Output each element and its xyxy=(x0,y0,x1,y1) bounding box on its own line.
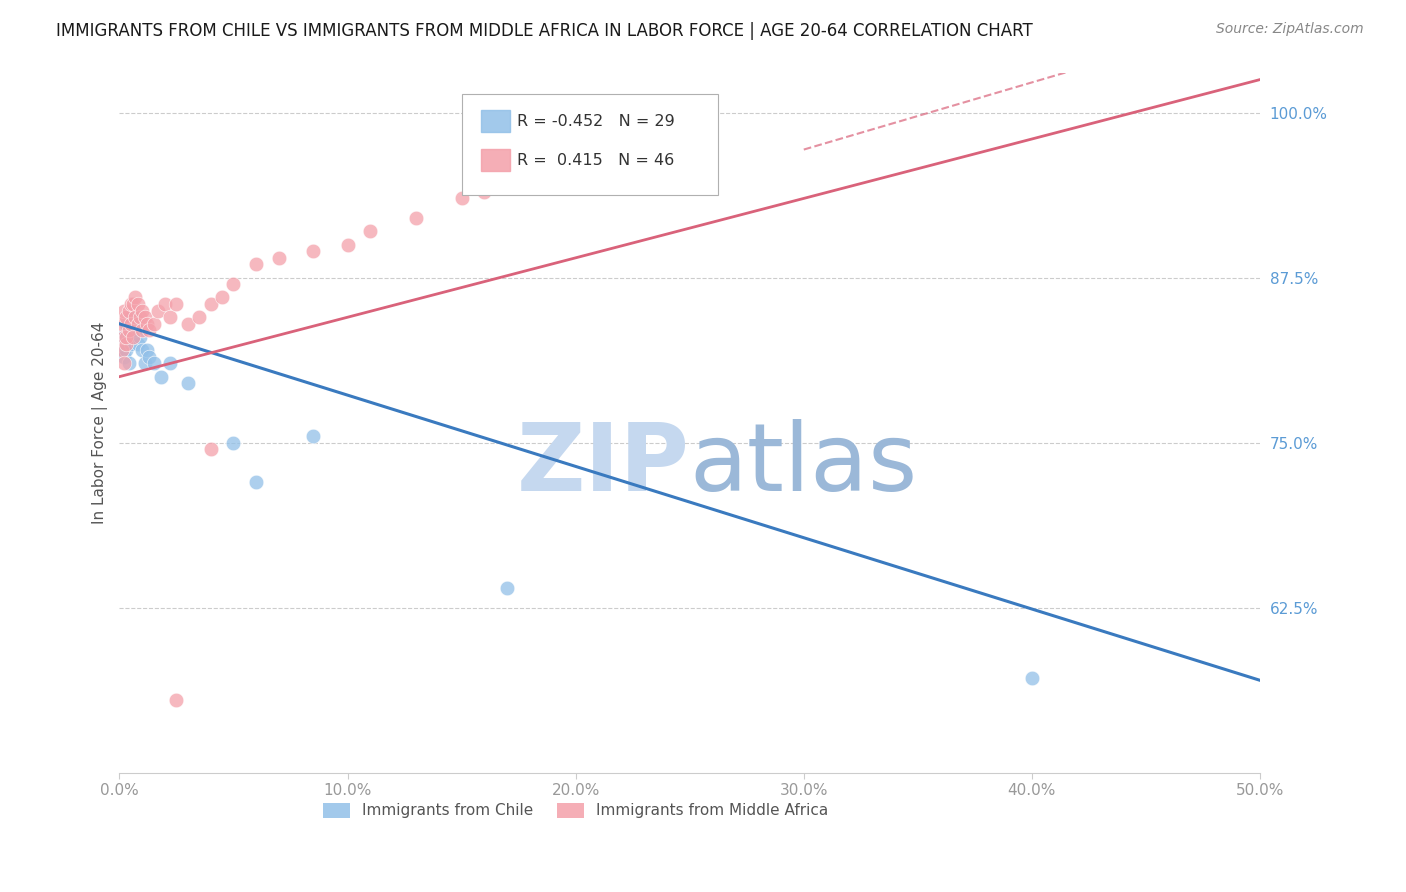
Point xyxy=(127,317,149,331)
Point xyxy=(112,303,135,318)
Point xyxy=(111,330,134,344)
Point xyxy=(302,244,325,259)
FancyBboxPatch shape xyxy=(461,94,718,195)
Point xyxy=(120,297,142,311)
Text: R = -0.452   N = 29: R = -0.452 N = 29 xyxy=(517,114,675,128)
Point xyxy=(115,330,138,344)
Point xyxy=(149,369,172,384)
Point xyxy=(127,317,149,331)
Point xyxy=(1021,671,1043,685)
Point xyxy=(134,310,156,325)
Point xyxy=(127,336,149,351)
Point xyxy=(135,343,157,358)
Point xyxy=(129,310,152,325)
Point xyxy=(245,475,267,490)
Point xyxy=(166,297,188,311)
Point xyxy=(359,224,381,238)
Point xyxy=(122,317,145,331)
Point xyxy=(177,317,200,331)
Point xyxy=(222,277,245,292)
Point xyxy=(124,290,146,304)
Bar xyxy=(481,110,509,132)
Point xyxy=(200,297,222,311)
Point xyxy=(153,297,176,311)
Point xyxy=(200,442,222,457)
Point xyxy=(117,330,139,344)
Point xyxy=(120,310,142,325)
Text: atlas: atlas xyxy=(690,419,918,511)
Point xyxy=(131,303,153,318)
Point xyxy=(135,317,157,331)
Point xyxy=(122,330,145,344)
Point xyxy=(519,171,541,186)
Bar xyxy=(481,149,509,171)
Point xyxy=(177,376,200,391)
Text: ZIP: ZIP xyxy=(517,419,690,511)
Point xyxy=(336,237,359,252)
Text: Source: ZipAtlas.com: Source: ZipAtlas.com xyxy=(1216,22,1364,37)
Point xyxy=(405,211,427,226)
Point xyxy=(131,343,153,358)
Point xyxy=(117,356,139,370)
Point xyxy=(222,435,245,450)
Point xyxy=(245,257,267,271)
Point xyxy=(134,356,156,370)
Point xyxy=(122,330,145,344)
Text: IMMIGRANTS FROM CHILE VS IMMIGRANTS FROM MIDDLE AFRICA IN LABOR FORCE | AGE 20-6: IMMIGRANTS FROM CHILE VS IMMIGRANTS FROM… xyxy=(56,22,1033,40)
Point xyxy=(115,336,138,351)
Text: R =  0.415   N = 46: R = 0.415 N = 46 xyxy=(517,153,675,168)
Point xyxy=(115,317,138,331)
Point xyxy=(269,251,291,265)
Point xyxy=(112,356,135,370)
Point xyxy=(117,323,139,337)
Legend: Immigrants from Chile, Immigrants from Middle Africa: Immigrants from Chile, Immigrants from M… xyxy=(316,797,835,824)
Point xyxy=(148,303,170,318)
Point xyxy=(496,581,519,595)
Point xyxy=(127,297,149,311)
Point xyxy=(564,158,586,172)
Point xyxy=(474,185,496,199)
Point xyxy=(112,330,135,344)
Point xyxy=(211,290,233,304)
Point xyxy=(138,323,160,337)
Point xyxy=(111,343,134,358)
Point xyxy=(120,317,142,331)
Point xyxy=(124,310,146,325)
Point xyxy=(302,429,325,443)
Point xyxy=(115,310,138,325)
Y-axis label: In Labor Force | Age 20-64: In Labor Force | Age 20-64 xyxy=(93,322,108,524)
Point xyxy=(111,317,134,331)
Point xyxy=(159,356,181,370)
Point xyxy=(159,310,181,325)
Point xyxy=(131,323,153,337)
Point xyxy=(166,693,188,707)
Point xyxy=(117,303,139,318)
Point xyxy=(112,350,135,364)
Point xyxy=(129,330,152,344)
Point xyxy=(450,191,472,205)
Point xyxy=(124,310,146,325)
Point xyxy=(124,323,146,337)
Point xyxy=(142,317,165,331)
Point xyxy=(142,356,165,370)
Point xyxy=(120,336,142,351)
Point xyxy=(188,310,211,325)
Point xyxy=(122,297,145,311)
Point xyxy=(138,350,160,364)
Point xyxy=(115,343,138,358)
Point xyxy=(112,343,135,358)
